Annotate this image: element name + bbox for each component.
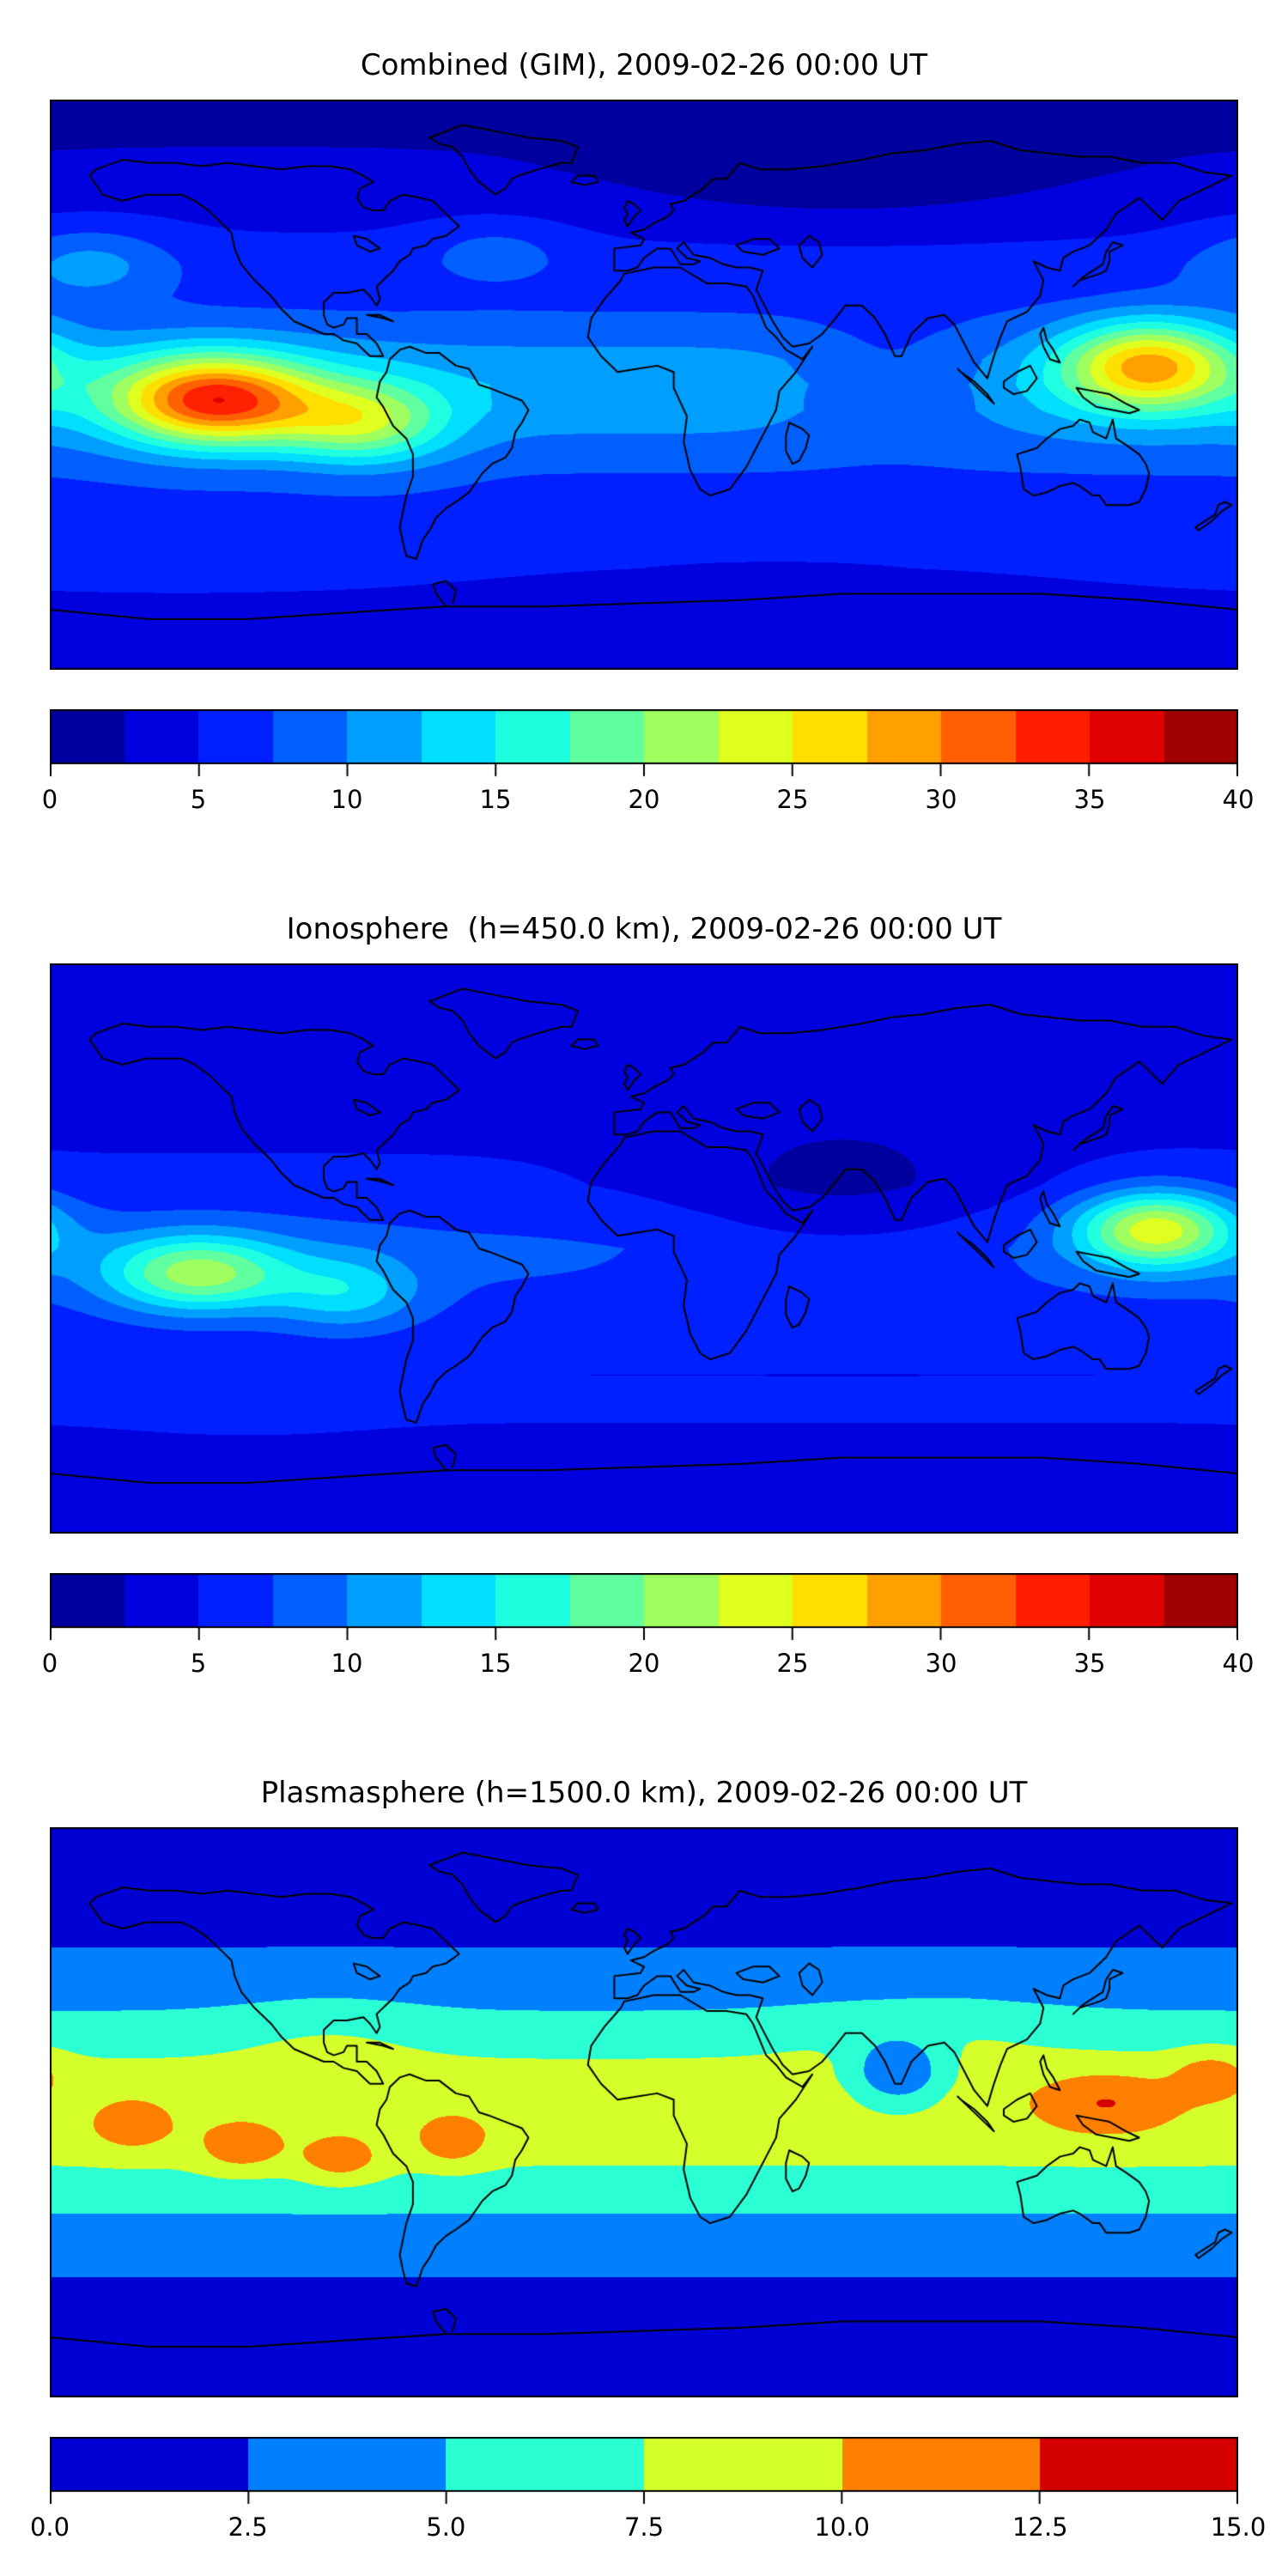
panel-combined: Combined (GIM), 2009-02-26 00:00 UT 0 5 … <box>42 48 1255 823</box>
tick-label: 12.5 <box>1012 2512 1068 2542</box>
panel-title-plasmasphere: Plasmasphere (h=1500.0 km), 2009-02-26 0… <box>260 1776 1028 1810</box>
tick-label: 30 <box>925 1649 957 1678</box>
tick-label: 15 <box>479 785 512 814</box>
colorbar-ticks-combined: 0 5 10 15 20 25 30 35 40 <box>42 783 1255 823</box>
map-canvas-ionosphere <box>50 963 1238 1534</box>
tick-label: 0.0 <box>29 2512 70 2542</box>
tick-label: 15.0 <box>1210 2512 1267 2542</box>
tick-label: 40 <box>1222 785 1255 814</box>
map-canvas-combined <box>50 100 1238 670</box>
tick-label: 10 <box>331 785 363 814</box>
colorbar-plasmasphere <box>50 2437 1238 2509</box>
tick-label: 25 <box>776 785 809 814</box>
tick-label: 30 <box>925 785 957 814</box>
panel-title-ionosphere: Ionosphere (h=450.0 km), 2009-02-26 00:0… <box>286 912 1002 946</box>
tick-label: 5 <box>190 1649 207 1678</box>
colorbar-combined <box>50 709 1238 781</box>
tick-label: 2.5 <box>228 2512 268 2542</box>
tick-label: 5.0 <box>426 2512 466 2542</box>
panel-title-combined: Combined (GIM), 2009-02-26 00:00 UT <box>360 48 928 82</box>
colorbar-ticks-plasmasphere: 0.0 2.5 5.0 7.5 10.0 12.5 15.0 <box>30 2511 1266 2550</box>
tick-label: 10 <box>331 1649 363 1678</box>
colorbar-ionosphere <box>50 1573 1238 1645</box>
tick-label: 25 <box>776 1649 809 1678</box>
tick-label: 20 <box>628 785 660 814</box>
tick-label: 40 <box>1222 1649 1255 1678</box>
tick-label: 0 <box>41 1649 58 1678</box>
tick-label: 35 <box>1073 785 1106 814</box>
panel-plasmasphere: Plasmasphere (h=1500.0 km), 2009-02-26 0… <box>30 1776 1266 2550</box>
panel-ionosphere: Ionosphere (h=450.0 km), 2009-02-26 00:0… <box>42 912 1255 1686</box>
tick-label: 15 <box>479 1649 512 1678</box>
tick-label: 10.0 <box>814 2512 870 2542</box>
tick-label: 0 <box>41 785 58 814</box>
tick-label: 7.5 <box>623 2512 665 2542</box>
colorbar-ticks-ionosphere: 0 5 10 15 20 25 30 35 40 <box>42 1647 1255 1686</box>
map-canvas-plasmasphere <box>50 1827 1238 2397</box>
tick-label: 5 <box>190 785 207 814</box>
tick-label: 20 <box>628 1649 660 1678</box>
tick-label: 35 <box>1073 1649 1106 1678</box>
